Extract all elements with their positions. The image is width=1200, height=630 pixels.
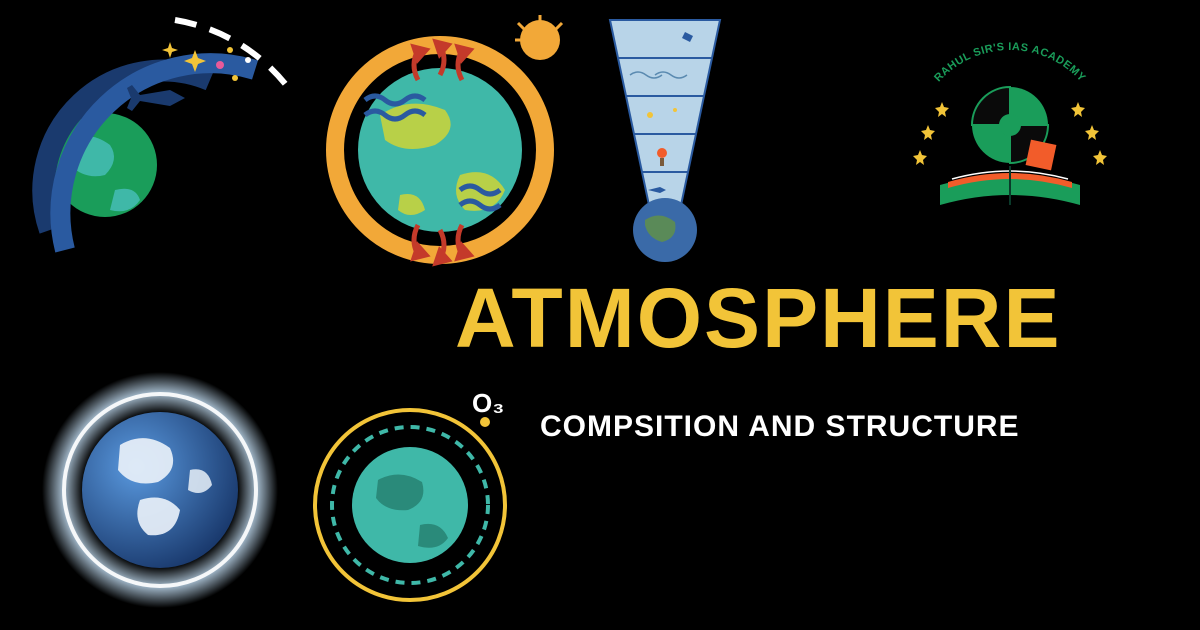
layers-cone-icon: [600, 10, 730, 270]
ozone-earth-icon: O₃: [300, 390, 520, 610]
logo-arc-text: RAHUL SIR'S IAS ACADEMY: [932, 41, 1088, 84]
ozone-label: O₃: [472, 390, 504, 418]
glow-earth-icon: [40, 370, 280, 610]
orbit-earth-icon: [20, 0, 300, 280]
main-title: ATMOSPHERE: [455, 270, 1061, 367]
subtitle: COMPSITION AND STRUCTURE: [540, 410, 1020, 444]
svg-text:RAHUL SIR'S IAS ACADEMY: RAHUL SIR'S IAS ACADEMY: [932, 41, 1088, 84]
heat-earth-icon: [310, 15, 570, 275]
academy-logo: RAHUL SIR'S IAS ACADEMY: [880, 30, 1140, 230]
